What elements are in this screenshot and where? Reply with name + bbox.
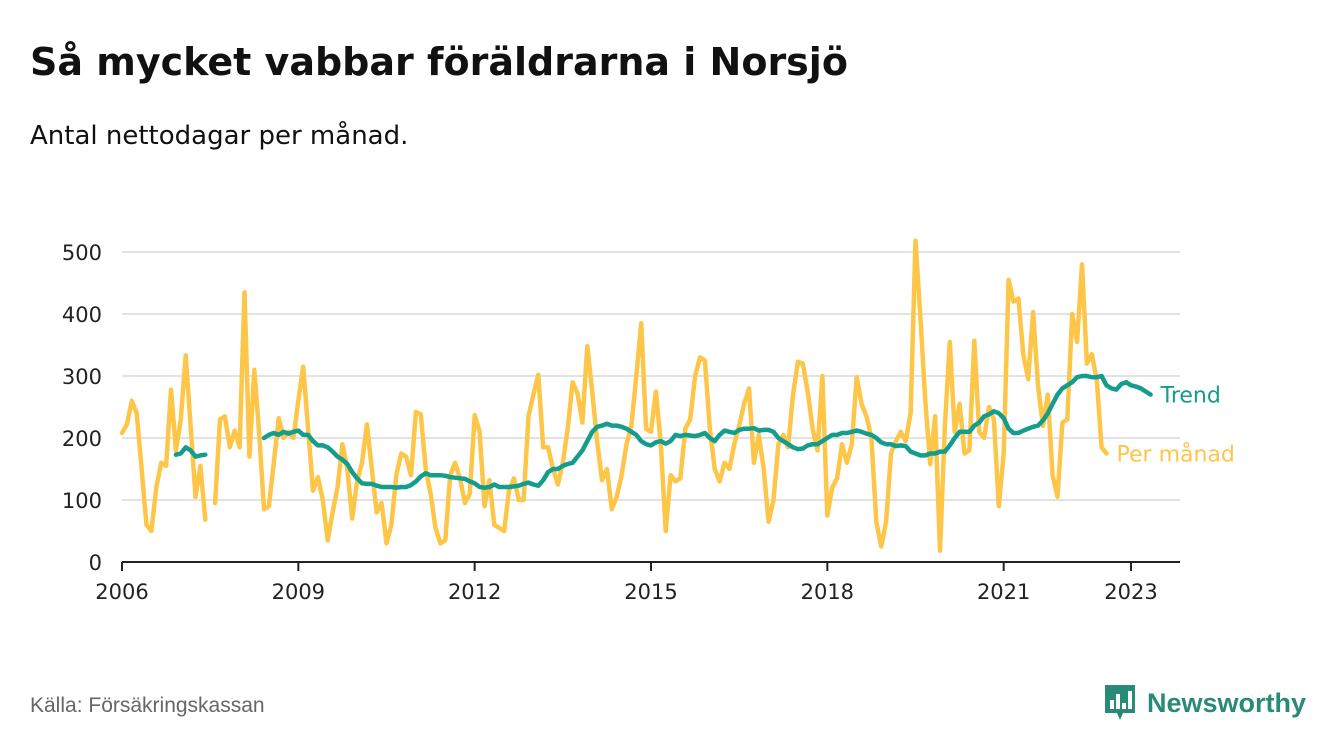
series-label-trend: Trend: [1160, 384, 1221, 409]
y-tick-label: 300: [62, 365, 102, 389]
chart-title: Så mycket vabbar föräldrarna i Norsjö: [30, 40, 848, 84]
series-label-monthly: Per månad: [1117, 442, 1235, 468]
x-tick-label: 2006: [95, 580, 148, 604]
newsworthy-logo[interactable]: Newsworthy: [1103, 683, 1306, 723]
x-axis: 2006 2009 2012 2015 2018 2021 2023: [95, 561, 1180, 604]
x-tick-label: 2015: [624, 580, 677, 604]
chart-subtitle: Antal nettodagar per månad.: [30, 121, 409, 151]
x-tick-label: 2018: [801, 580, 854, 604]
x-tick-label: 2023: [1104, 580, 1157, 604]
y-tick-label: 400: [62, 303, 102, 327]
brand-name: Newsworthy: [1147, 687, 1307, 718]
x-tick-label: 2012: [448, 580, 501, 604]
series-lines: [119, 238, 1153, 554]
y-tick-label: 0: [89, 551, 102, 575]
y-tick-label: 100: [62, 489, 102, 513]
series-line-trend: [173, 445, 208, 459]
series-labels: Per månad Trend: [1117, 384, 1235, 468]
y-axis: 0 100 200 300 400 500: [62, 241, 102, 575]
y-tick-label: 200: [62, 427, 102, 451]
y-tick-label: 500: [62, 241, 102, 265]
source-note: Källa: Försäkringskassan: [30, 694, 265, 717]
bar-chart-icon: [1105, 685, 1135, 720]
grid-lines: [122, 251, 1180, 501]
x-tick-label: 2021: [977, 580, 1030, 604]
series-line-monthly: [119, 353, 208, 534]
series-line-trend: [261, 373, 1153, 490]
x-tick-label: 2009: [272, 580, 325, 604]
series-line-monthly: [212, 238, 1109, 554]
